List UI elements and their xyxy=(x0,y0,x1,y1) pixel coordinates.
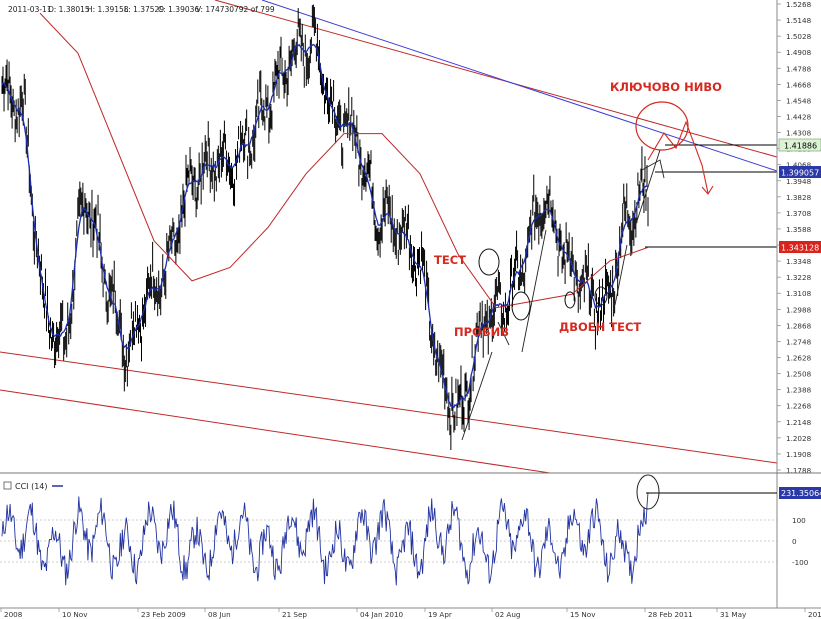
time-tick-label: 19 Apr xyxy=(428,610,452,619)
price-tick-label: 1.2508 xyxy=(786,370,812,379)
time-tick-label: 08 Jun xyxy=(208,610,231,619)
price-tick-label: 1.4668 xyxy=(786,80,812,89)
time-tick-label: 15 Nov xyxy=(570,610,596,619)
price-tick-label: 1.5148 xyxy=(786,16,812,25)
long-average-line xyxy=(39,12,649,309)
price-tick-label: 1.5268 xyxy=(786,0,812,9)
price-tick-label: 1.2028 xyxy=(786,434,812,443)
trend-arrow xyxy=(521,229,547,353)
header-bar-count: 792 of 799 xyxy=(234,5,275,14)
price-tick-label: 1.4908 xyxy=(786,48,812,57)
projection-zigzag xyxy=(647,120,709,194)
time-tick-label: 28 Feb 2011 xyxy=(648,610,693,619)
double-test-circle-1 xyxy=(564,291,576,309)
price-tick-label: 1.2748 xyxy=(786,337,812,346)
trend-arrow xyxy=(614,244,628,306)
price-tick-label: 1.1908 xyxy=(786,450,812,459)
price-tick-label: 1.4068 xyxy=(786,161,812,170)
price-tick-label: 1.4548 xyxy=(786,96,812,105)
price-tick-label: 1.2148 xyxy=(786,418,812,427)
price-tick-label: 1.3828 xyxy=(786,193,812,202)
price-bars xyxy=(1,4,649,451)
header-open: O: 1.38015 xyxy=(48,5,90,14)
cci-axis-labels: 100 0 -100 xyxy=(792,516,809,567)
double-test-circle-2 xyxy=(594,286,608,306)
test-circle xyxy=(478,248,500,276)
trend-arrow xyxy=(461,351,493,441)
price-axis-labels: 1.1788 1.1908 1.2028 1.2148 1.2268 1.2388 1.25… xyxy=(777,0,812,475)
projection-arrowhead xyxy=(701,185,714,195)
time-axis-labels: 2008 10 Nov 23 Feb 2009 08 Jun 21 Sep 04 Jan … xyxy=(0,608,821,619)
price-tick-label: 1.5028 xyxy=(786,32,812,41)
price-tick-label: 1.2988 xyxy=(786,305,812,314)
resistance-trendline-blue xyxy=(261,0,778,172)
header-high: H: 1.39158 xyxy=(87,5,129,14)
trend-lines xyxy=(0,0,778,474)
key-level-circle xyxy=(635,101,689,151)
cci-title: CCI (14) xyxy=(15,482,48,491)
price-tick-label: 1.2868 xyxy=(786,321,812,330)
price-tick-label: 1.3108 xyxy=(786,289,812,298)
time-tick-label: 10 Nov xyxy=(62,610,88,619)
price-tick-label: 1.3228 xyxy=(786,273,812,282)
price-tag-red: 1.343128 xyxy=(779,241,821,253)
price-tick-label: 1.3948 xyxy=(786,177,812,186)
breakout-circle xyxy=(511,291,531,321)
hand-drawn-annotations xyxy=(461,101,714,441)
price-tag-red-text: 1.343128 xyxy=(781,244,819,253)
price-tick-label: 1.1788 xyxy=(786,466,812,475)
cci-tick-label: -100 xyxy=(792,558,809,567)
double-test-annotation: ДВОЕН ТЕСТ xyxy=(559,320,641,334)
price-tick-label: 1.4308 xyxy=(786,129,812,138)
cci-line xyxy=(1,492,649,586)
price-tag-blue-text: 1.399057 xyxy=(781,169,819,178)
cci-tick-label: 100 xyxy=(792,516,806,525)
channel-upper-line xyxy=(0,351,778,464)
price-tick-label: 1.4428 xyxy=(786,112,812,121)
cci-grid xyxy=(0,519,777,563)
breakout-annotation: ПРОБИВ xyxy=(454,325,509,339)
test-annotation: ТЕСТ xyxy=(434,253,466,267)
cci-collapse-box[interactable] xyxy=(3,481,12,490)
time-tick-label: 04 Jan 2010 xyxy=(360,610,404,619)
price-tick-label: 1.2268 xyxy=(786,402,812,411)
moving-average-line xyxy=(1,42,649,409)
price-tick-label: 1.4788 xyxy=(786,64,812,73)
key-level-annotation: КЛЮЧОВО НИВО xyxy=(610,80,722,94)
time-tick-label: 2011 xyxy=(808,610,821,619)
time-tick-label: 21 Sep xyxy=(282,610,307,619)
time-tick-label: 31 May xyxy=(720,610,747,619)
cci-panel: CCI (14) 100 0 -100 231.35064 xyxy=(0,474,821,586)
trend-arrowhead xyxy=(641,159,665,179)
header-close: C: 1.39036 xyxy=(158,5,199,14)
price-tick-label: 1.3348 xyxy=(786,257,812,266)
time-tick-label: 23 Feb 2009 xyxy=(141,610,186,619)
header-date: 2011-03-11 xyxy=(8,5,52,14)
cci-highlight-circle xyxy=(636,474,660,510)
channel-lower-line xyxy=(0,389,551,474)
price-tick-label: 1.2388 xyxy=(786,386,812,395)
header-low: L: 1.37529 xyxy=(124,5,164,14)
ohlc-header: 2011-03-11 O: 1.38015 H: 1.39158 L: 1.37… xyxy=(8,5,275,14)
price-tick-label: 1.2628 xyxy=(786,354,812,363)
price-tag-green-text: 1.41886 xyxy=(784,142,817,151)
resistance-trendline xyxy=(214,0,778,158)
time-tick-label: 02 Aug xyxy=(495,610,520,619)
cci-tick-label: 0 xyxy=(792,537,797,546)
cci-value-tag: 231.35064 xyxy=(781,489,821,498)
price-tick-label: 1.3708 xyxy=(786,209,812,218)
header-volume: V: 174730 xyxy=(196,5,234,14)
trend-arrow xyxy=(497,321,510,346)
price-tag-blue: 1.399057 xyxy=(779,166,821,178)
price-tick-label: 1.3588 xyxy=(786,225,812,234)
time-tick-label: 2008 xyxy=(4,610,23,619)
price-tag-green: 1.41886 xyxy=(778,138,821,152)
